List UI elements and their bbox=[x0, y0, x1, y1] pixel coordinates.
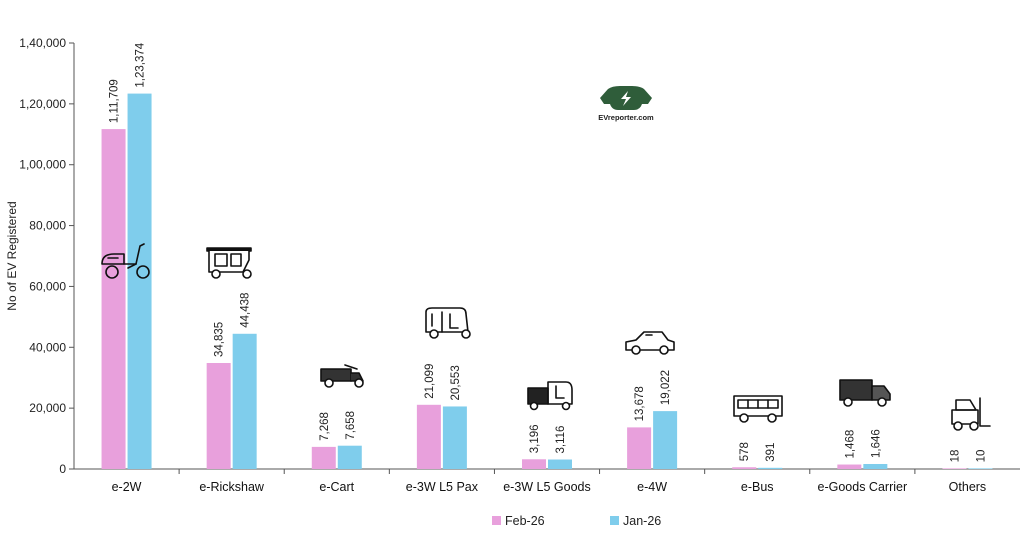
x-category-label: e-Bus bbox=[741, 480, 774, 494]
y-tick-label: 60,000 bbox=[29, 279, 66, 293]
bar-jan-26 bbox=[548, 459, 572, 469]
bar-feb-26 bbox=[732, 467, 757, 469]
data-label: 1,646 bbox=[870, 429, 882, 458]
data-label: 20,553 bbox=[450, 365, 462, 400]
data-label: 13,678 bbox=[634, 386, 646, 421]
y-tick-label: 0 bbox=[59, 462, 66, 476]
bar-feb-26 bbox=[311, 446, 336, 469]
y-tick-label: 20,000 bbox=[29, 401, 66, 415]
car-icon bbox=[625, 331, 675, 355]
bar-jan-26 bbox=[968, 468, 993, 469]
y-tick-label: 40,000 bbox=[29, 340, 66, 354]
legend-label: Feb-26 bbox=[505, 514, 545, 528]
data-label: 391 bbox=[765, 443, 777, 462]
bar-jan-26 bbox=[863, 463, 888, 469]
y-tick-label: 1,40,000 bbox=[19, 36, 66, 50]
bus-icon bbox=[733, 395, 783, 423]
y-tick-label: 80,000 bbox=[29, 219, 66, 233]
x-category-label: e-Cart bbox=[319, 480, 354, 494]
bar-feb-26 bbox=[627, 427, 652, 469]
data-label: 7,658 bbox=[345, 411, 357, 440]
x-category-label: Others bbox=[949, 480, 987, 494]
category-icons bbox=[101, 243, 991, 431]
lightning-icon bbox=[621, 91, 631, 106]
bar-jan-26 bbox=[337, 445, 362, 469]
legend: Feb-26 Jan-26 bbox=[492, 514, 661, 528]
x-category-label: e-2W bbox=[112, 480, 142, 494]
chart-axes: 0 20,000 40,000 60,000 80,000 1,00,000 1,20,00… bbox=[5, 36, 1020, 494]
bar-jan-26 bbox=[442, 406, 467, 469]
data-label: 1,11,709 bbox=[109, 79, 121, 123]
goods-three-wheeler-icon bbox=[527, 381, 573, 411]
truck-icon bbox=[839, 379, 891, 407]
bar-feb-26 bbox=[837, 464, 862, 469]
chart-bars: 1,11,709 1,23,374 34,835 44,438 7,268 7,658 21… bbox=[101, 42, 993, 470]
y-tick-label: 1,20,000 bbox=[19, 97, 66, 111]
x-category-label: e-4W bbox=[637, 480, 667, 494]
data-label: 18 bbox=[949, 450, 961, 463]
bar-jan-26 bbox=[758, 467, 783, 469]
data-label: 7,268 bbox=[319, 412, 331, 441]
passenger-three-wheeler-icon bbox=[425, 307, 471, 339]
bar-feb-26 bbox=[101, 129, 126, 470]
bar-feb-26 bbox=[522, 459, 546, 469]
cart-icon bbox=[320, 364, 364, 388]
legend-label: Jan-26 bbox=[623, 514, 661, 528]
bar-feb-26 bbox=[206, 363, 231, 469]
data-label: 578 bbox=[739, 442, 751, 461]
data-label: 10 bbox=[975, 450, 987, 463]
data-label: 1,468 bbox=[844, 430, 856, 459]
y-axis-title: No of EV Registered bbox=[5, 201, 19, 310]
x-category-label: e-3W L5 Goods bbox=[503, 480, 591, 494]
data-label: 34,835 bbox=[214, 322, 226, 357]
bar-feb-26 bbox=[416, 404, 441, 469]
logo-text: EVreporter.com bbox=[598, 113, 654, 122]
x-category-label: e-Rickshaw bbox=[199, 480, 265, 494]
data-label: 3,116 bbox=[555, 426, 567, 454]
y-tick-label: 1,00,000 bbox=[19, 158, 66, 172]
bar-jan-26 bbox=[127, 93, 152, 469]
legend-swatch bbox=[492, 516, 501, 525]
evreporter-logo: EVreporter.com bbox=[598, 86, 654, 122]
bar-jan-26 bbox=[232, 333, 257, 469]
data-label: 3,196 bbox=[529, 424, 541, 453]
bar-jan-26 bbox=[653, 411, 678, 469]
scooter-icon bbox=[101, 243, 150, 279]
forklift-icon bbox=[951, 397, 991, 431]
bar-feb-26 bbox=[942, 468, 967, 469]
x-category-label: e-3W L5 Pax bbox=[406, 480, 479, 494]
legend-swatch bbox=[610, 516, 619, 525]
x-category-label: e-Goods Carrier bbox=[818, 480, 908, 494]
data-label: 44,438 bbox=[240, 293, 252, 328]
data-label: 1,23,374 bbox=[135, 42, 147, 87]
auto-rickshaw-icon bbox=[206, 247, 252, 279]
data-label: 19,022 bbox=[660, 370, 672, 405]
data-label: 21,099 bbox=[424, 364, 436, 399]
